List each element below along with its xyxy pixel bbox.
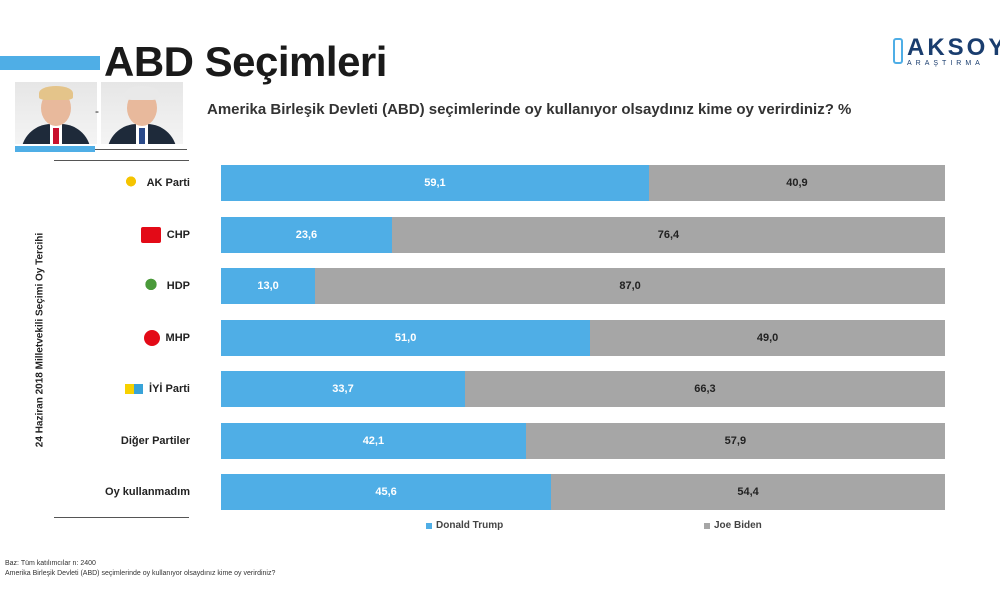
legend-item: Joe Biden: [704, 520, 762, 531]
legend-swatch: [426, 522, 432, 529]
data-label: 42,1: [362, 434, 385, 447]
category-label: Oy kullanmadım: [105, 474, 190, 510]
data-label: 76,4: [657, 228, 680, 241]
donald-trump-photo: [15, 82, 97, 144]
data-label: 54,4: [737, 486, 759, 498]
data-label: 66,3: [694, 383, 716, 395]
category-label-text: MHP: [165, 331, 190, 344]
mhp-logo-icon: [143, 329, 160, 346]
divider-bottom: [54, 517, 189, 518]
data-label: 45,6: [375, 486, 397, 498]
bar-segment-trump: 42,1: [221, 422, 526, 459]
iyi-parti-logo-icon: [125, 384, 144, 394]
bar-segment-trump: 45,6: [221, 474, 552, 510]
photo-underline: [95, 149, 187, 150]
data-label: 13,0: [257, 280, 279, 292]
title-accent-bar: [0, 56, 100, 70]
survey-question: Amerika Birleşik Devleti (ABD) seçimleri…: [207, 101, 852, 118]
legend-label: Joe Biden: [714, 520, 762, 531]
category-label-text: AK Parti: [146, 177, 190, 189]
bar-segment-biden: 49,0: [590, 319, 945, 356]
divider-top: [54, 160, 189, 161]
category-label-text: Diğer Partiler: [120, 434, 190, 447]
page-title: ABD Seçimleri: [104, 38, 387, 85]
category-label-text: HDP: [166, 280, 190, 292]
footer-question: Amerika Birleşik Devleti (ABD) seçimleri…: [5, 570, 276, 577]
logo-mark-icon: [893, 38, 903, 64]
ak-parti-logo-icon: [120, 175, 141, 191]
category-label-text: Oy kullanmadım: [105, 486, 190, 498]
category-label-text: İYİ Parti: [149, 383, 190, 395]
aksoy-logo: AKSOY ARAŞTIRMA: [893, 34, 1000, 70]
bar-segment-biden: 76,4: [391, 216, 945, 253]
category-label: MHP: [143, 320, 190, 356]
category-label-text: CHP: [166, 228, 190, 241]
logo-name: AKSOY: [907, 34, 1000, 61]
chp-logo-icon: [140, 226, 161, 243]
joe-biden-photo: [101, 82, 183, 144]
category-label: İYİ Parti: [125, 371, 190, 407]
bar-segment-trump: 23,6: [221, 216, 392, 253]
category-label: HDP: [140, 268, 190, 304]
data-label: 57,9: [724, 434, 747, 447]
category-label: AK Parti: [120, 165, 190, 201]
legend-item: Donald Trump: [426, 520, 503, 531]
bar-segment-trump: 33,7: [221, 371, 465, 407]
category-label: CHP: [140, 217, 190, 253]
legend-label: Donald Trump: [436, 520, 504, 531]
data-label: 49,0: [756, 331, 779, 344]
photo-separator: -: [95, 104, 99, 118]
data-label: 23,6: [295, 228, 318, 241]
bar-segment-trump: 51,0: [221, 319, 591, 356]
hdp-logo-icon: [140, 278, 161, 294]
logo-subtitle: ARAŞTIRMA: [907, 60, 984, 67]
bar-segment-biden: 40,9: [648, 165, 945, 201]
bar-segment-trump: 13,0: [221, 268, 316, 304]
category-label: Diğer Partiler: [121, 423, 190, 459]
bar-segment-biden: 87,0: [315, 268, 945, 304]
data-label: 51,0: [394, 331, 417, 344]
data-label: 87,0: [619, 280, 641, 292]
footer-base: Baz: Tüm katılımcılar n: 2400: [5, 560, 96, 567]
bar-segment-biden: 66,3: [464, 371, 945, 407]
legend-swatch: [704, 522, 710, 529]
data-label: 33,7: [332, 383, 354, 395]
photo-accent-bar: [15, 146, 95, 152]
y-axis-title-text: 24 Haziran 2018 Milletvekili Seçimi Oy T…: [34, 232, 46, 448]
bar-segment-trump: 59,1: [221, 165, 649, 201]
bar-segment-biden: 54,4: [551, 474, 945, 510]
bar-segment-biden: 57,9: [525, 422, 945, 459]
data-label: 59,1: [424, 177, 446, 189]
data-label: 40,9: [786, 177, 808, 189]
